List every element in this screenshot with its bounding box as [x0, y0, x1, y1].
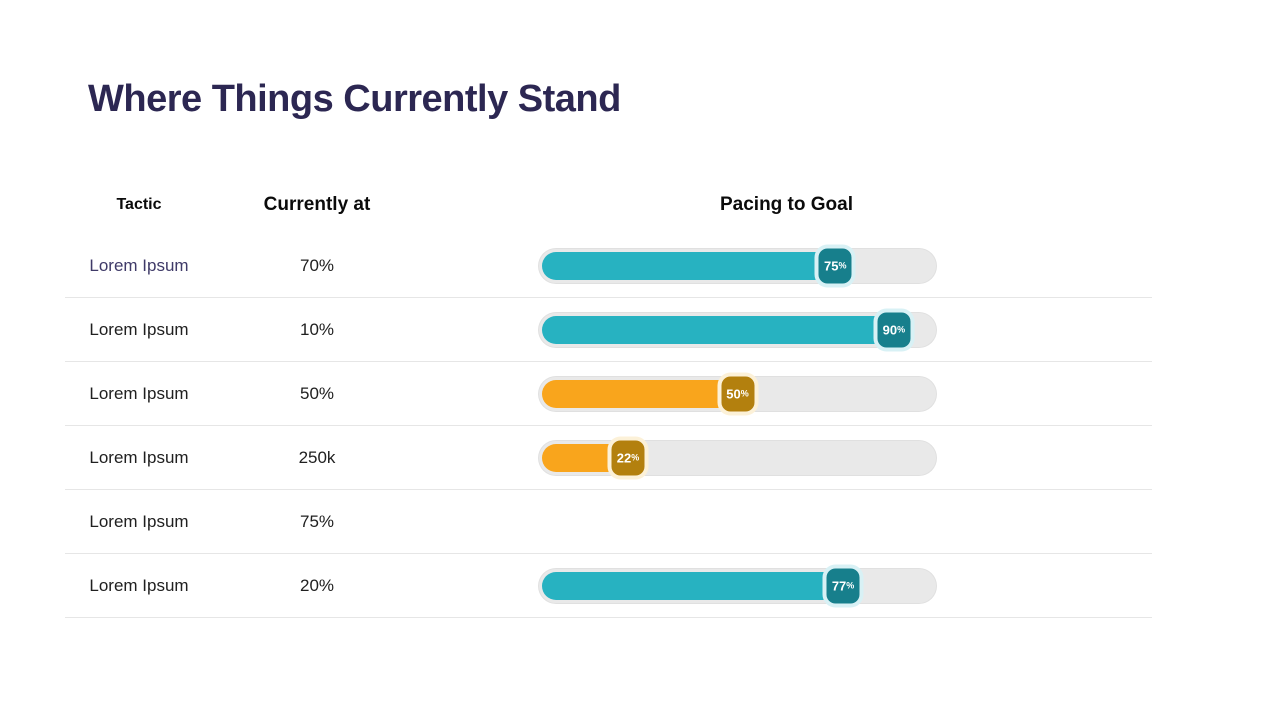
- tactic-label: Lorem Ipsum: [89, 255, 189, 275]
- progress-badge-value: 77: [831, 578, 847, 593]
- progress-bar-fill: [542, 571, 844, 600]
- tactic-label: Lorem Ipsum: [89, 511, 189, 531]
- progress-badge-unit: %: [897, 324, 906, 335]
- currently-at-cell: 10%: [213, 320, 421, 340]
- tactic-label: Lorem Ipsum: [89, 447, 189, 467]
- progress-badge: 77%: [826, 568, 860, 603]
- pacing-table: Tactic Currently at Pacing to Goal Lorem…: [65, 175, 1152, 618]
- progress-badge: 50%: [721, 376, 754, 411]
- currently-at-value: 75%: [299, 511, 335, 531]
- progress-bar: 75%: [538, 247, 937, 284]
- pacing-cell: 90%: [421, 311, 1152, 348]
- tactic-cell: Lorem Ipsum: [65, 320, 213, 340]
- tactic-cell: Lorem Ipsum: [65, 512, 213, 532]
- table-header-row: Tactic Currently at Pacing to Goal: [65, 175, 1152, 234]
- progress-bar: 77%: [538, 567, 937, 604]
- tactic-cell: Lorem Ipsum: [65, 256, 213, 276]
- progress-badge-value: 75: [824, 258, 839, 273]
- currently-at-value: 70%: [299, 255, 335, 275]
- progress-badge-value: 22: [616, 450, 632, 465]
- table-row: Lorem Ipsum 250k 22%: [65, 426, 1152, 490]
- table-row: Lorem Ipsum 50% 50%: [65, 362, 1152, 426]
- progress-bar-fill: [542, 251, 836, 280]
- currently-at-value: 10%: [299, 319, 335, 339]
- tactic-label: Lorem Ipsum: [89, 319, 189, 339]
- column-header-currently-at: Currently at: [263, 193, 371, 215]
- currently-at-cell: 70%: [213, 256, 421, 276]
- progress-badge-unit: %: [631, 452, 640, 463]
- progress-badge: 75%: [818, 248, 852, 283]
- progress-badge-value: 90: [882, 322, 898, 337]
- page-title: Where Things Currently Stand: [88, 78, 621, 120]
- progress-badge-unit: %: [846, 580, 855, 591]
- currently-at-cell: 75%: [213, 512, 421, 532]
- progress-badge: 22%: [611, 440, 645, 475]
- currently-at-cell: 250k: [213, 448, 421, 468]
- progress-badge-value: 50: [726, 386, 741, 401]
- column-header-pacing-to-goal: Pacing to Goal: [719, 193, 854, 215]
- currently-at-cell: 20%: [213, 576, 421, 596]
- tactic-cell: Lorem Ipsum: [65, 448, 213, 468]
- table-row: Lorem Ipsum 75%: [65, 490, 1152, 554]
- pacing-cell: 50%: [421, 375, 1152, 412]
- progress-bar-fill: [542, 315, 894, 344]
- progress-badge-unit: %: [740, 388, 749, 399]
- currently-at-value: 20%: [299, 575, 335, 595]
- progress-badge: 90%: [877, 312, 911, 347]
- progress-bar: 90%: [538, 311, 937, 348]
- tactic-cell: Lorem Ipsum: [65, 576, 213, 596]
- currently-at-value: 50%: [299, 383, 335, 403]
- tactic-label: Lorem Ipsum: [89, 575, 189, 595]
- table-body: Lorem Ipsum 70% 75% Lorem Ipsum 10% 90%: [65, 234, 1152, 618]
- tactic-cell: Lorem Ipsum: [65, 384, 213, 404]
- pacing-cell: 77%: [421, 567, 1152, 604]
- progress-badge-unit: %: [838, 260, 847, 271]
- pacing-cell: 22%: [421, 439, 1152, 476]
- currently-at-value: 250k: [298, 447, 336, 467]
- table-row: Lorem Ipsum 20% 77%: [65, 554, 1152, 618]
- progress-bar: 22%: [538, 439, 937, 476]
- progress-bar-fill: [542, 379, 738, 408]
- column-header-tactic: Tactic: [116, 195, 162, 213]
- table-row: Lorem Ipsum 70% 75%: [65, 234, 1152, 298]
- progress-bar: 50%: [538, 375, 937, 412]
- tactic-label: Lorem Ipsum: [89, 383, 189, 403]
- currently-at-cell: 50%: [213, 384, 421, 404]
- pacing-cell: 75%: [421, 247, 1152, 284]
- table-row: Lorem Ipsum 10% 90%: [65, 298, 1152, 362]
